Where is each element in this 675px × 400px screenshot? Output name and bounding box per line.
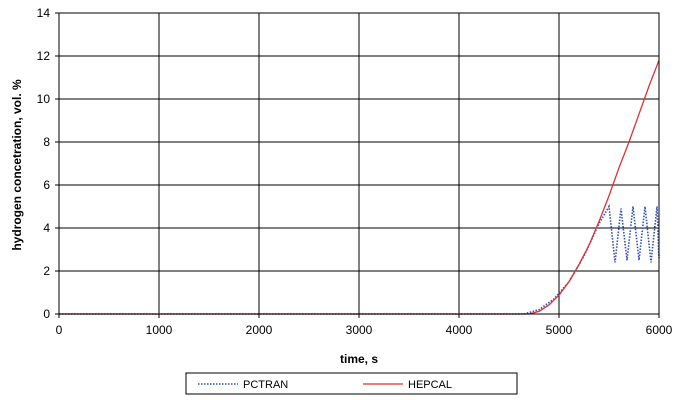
y-axis-label: hydrogen concetration, vol. %: [10, 79, 24, 251]
x-tick-label: 2000: [246, 323, 273, 337]
x-tick-label: 4000: [446, 323, 473, 337]
y-tick-label: 10: [37, 92, 51, 106]
legend: PCTRAN HEPCAL: [186, 373, 517, 394]
x-tick-label: 1000: [146, 323, 173, 337]
y-tick-label: 14: [37, 6, 51, 20]
y-tick-label: 4: [43, 221, 50, 235]
y-tick-label: 0: [43, 307, 50, 321]
x-tick-label: 0: [56, 323, 63, 337]
y-tick-label: 12: [37, 49, 51, 63]
legend-label-pctran: PCTRAN: [243, 379, 288, 391]
y-tick-label: 8: [43, 135, 50, 149]
legend-box: [186, 373, 517, 394]
x-tick-label: 5000: [546, 323, 573, 337]
y-tick-label: 2: [43, 264, 50, 278]
x-axis-label: time, s: [340, 352, 378, 366]
x-tick-label: 6000: [646, 323, 673, 337]
legend-label-hepcal: HEPCAL: [408, 379, 452, 391]
y-tick-label: 6: [43, 178, 50, 192]
x-tick-label: 3000: [346, 323, 373, 337]
